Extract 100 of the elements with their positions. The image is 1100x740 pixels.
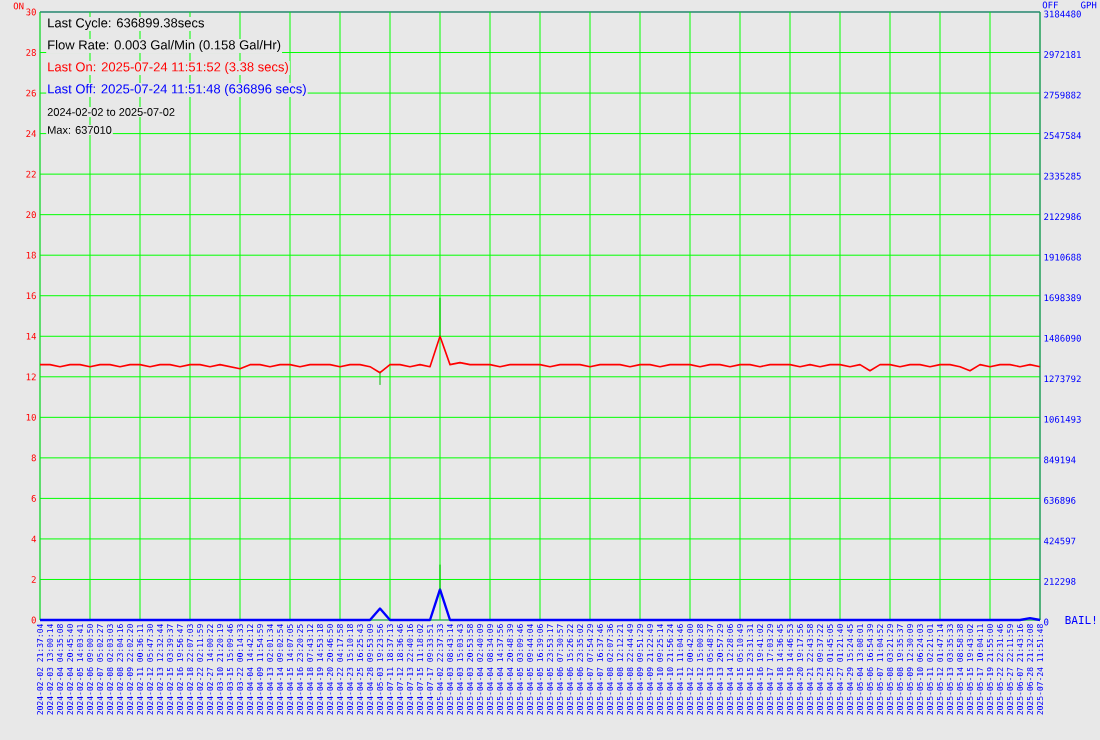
x-tick-label: 2025-05-07 11:04:52: [876, 624, 884, 715]
x-tick-label: 2025-04-17 17:03:29: [766, 624, 774, 715]
x-tick-label: 2025-07-24 11:51:48: [1036, 624, 1044, 715]
x-tick-label: 2025-04-27 01:21:40: [836, 624, 844, 715]
x-tick-label: 2025-04-18 14:36:45: [776, 624, 784, 715]
x-tick-label: 2025-04-13 05:48:37: [706, 624, 714, 715]
y-tick-label: 20: [26, 211, 36, 219]
x-tick-label: 2024-02-12 05:47:30: [146, 624, 154, 715]
y2-tick-label: 1486090: [1044, 334, 1081, 342]
x-tick-label: 2024-02-02 21:37:04: [36, 624, 44, 715]
x-tick-label: 2024-07-11 18:37:13: [386, 624, 394, 715]
x-tick-label: 2025-05-14 08:58:38: [956, 624, 964, 715]
x-tick-label: 2025-05-08 19:35:37: [896, 624, 904, 715]
x-tick-label: 2024-04-25 16:25:43: [356, 624, 364, 715]
y2-tick-label: 1061493: [1044, 415, 1081, 423]
x-tick-label: 2024-02-07 05:02:27: [96, 624, 104, 715]
annotation: 2024-02-02 to 2025-07-02: [47, 108, 175, 116]
y2-tick-label: 3184480: [1044, 10, 1081, 18]
y2-tick-label: 2547584: [1044, 132, 1082, 139]
x-tick-label: 2024-02-08 23:04:16: [116, 624, 124, 715]
x-tick-label: 2024-02-18 22:07:03: [186, 624, 194, 715]
x-tick-label: 2025-05-15 19:43:02: [966, 624, 974, 715]
y2-tick-label: 849194: [1044, 456, 1076, 464]
y-tick-label: 30: [26, 8, 36, 16]
x-tick-label: 2024-04-28 09:53:09: [366, 624, 374, 715]
x-tick-label: 2025-04-29 15:24:45: [846, 624, 854, 715]
y2-tick-label: 1698389: [1044, 294, 1081, 302]
y2-tick-label: 212298: [1044, 578, 1076, 585]
x-tick-label: 2024-02-27 14:00:22: [206, 624, 214, 715]
x-tick-label: 2025-04-11 11:04:46: [676, 624, 684, 715]
x-tick-label: 2025-04-06 23:35:02: [576, 624, 584, 715]
x-tick-label: 2025-05-22 22:31:46: [996, 624, 1004, 715]
x-tick-label: 2025-04-05 03:09:46: [516, 624, 524, 715]
x-tick-label: 2025-04-04 08:34:09: [486, 624, 494, 715]
x-tick-label: 2025-04-03 08:43:14: [446, 624, 454, 715]
y-axis-title: ON: [13, 2, 24, 10]
x-tick-label: 2024-04-09 11:54:59: [256, 624, 264, 715]
x-tick-label: 2024-03-10 21:20:19: [216, 624, 224, 715]
x-tick-label: 2024-04-13 02:01:34: [266, 624, 274, 715]
x-tick-label: 2025-04-16 19:41:02: [756, 624, 764, 715]
x-tick-label: 2025-05-06 16:54:39: [866, 624, 874, 715]
x-tick-label: 2025-04-04 02:40:09: [476, 624, 484, 715]
x-tick-label: 2025-04-05 23:53:17: [546, 624, 554, 715]
x-tick-label: 2024-02-09 22:02:20: [126, 624, 134, 715]
y2-tick-label: 2122986: [1044, 213, 1081, 221]
text: BAIL!: [1065, 615, 1096, 625]
x-tick-label: 2024-04-22 04:17:58: [336, 624, 344, 715]
x-tick-label: 2025-05-09 12:30:09: [906, 624, 914, 715]
y2-tick-label: 2335285: [1044, 172, 1081, 180]
y-tick-label: 28: [26, 49, 36, 56]
y-tick-label: 16: [26, 292, 36, 300]
x-tick-label: 2025-04-03 20:53:58: [466, 624, 474, 715]
x-tick-label: 2024-04-18 07:43:12: [306, 624, 314, 715]
x-tick-label: 2024-03-15 15:09:46: [226, 624, 234, 715]
y2-tick-label: 2972181: [1044, 51, 1081, 58]
y-tick-label: 6: [31, 494, 36, 502]
x-tick-label: 2024-02-22 02:11:59: [196, 624, 204, 715]
x-tick-label: 2025-04-07 16:37:46: [596, 624, 604, 715]
x-tick-label: 2025-04-07 07:54:29: [586, 624, 594, 715]
x-tick-label: 2025-04-04 14:37:56: [496, 624, 504, 715]
x-tick-label: 2025-04-09 21:22:49: [646, 624, 654, 715]
x-tick-label: 2024-02-11 00:36:11: [136, 624, 144, 715]
x-tick-label: 2025-04-09 09:51:29: [636, 624, 644, 715]
y-tick-label: 14: [26, 332, 37, 340]
text: GPH: [1081, 1, 1097, 9]
y-tick-label: 12: [26, 373, 36, 381]
x-tick-label: 2025-04-13 20:57:29: [716, 624, 724, 715]
x-tick-label: 2024-02-15 03:39:37: [166, 624, 174, 715]
annotation: Flow Rate: 0.003 Gal/Min (0.158 Gal/Hr): [48, 39, 281, 53]
x-tick-label: 2025-04-08 22:44:49: [626, 624, 634, 715]
x-tick-label: 2024-02-16 19:56:47: [176, 624, 184, 715]
y2-tick-label: 424597: [1043, 537, 1076, 545]
x-tick-label: 2024-07-13 22:40:16: [406, 624, 414, 715]
x-tick-label: 2025-04-21 22:43:58: [806, 624, 814, 715]
x-tick-label: 2025-05-17 10:04:11: [976, 624, 984, 715]
x-tick-label: 2024-05-03 19:23:56: [376, 624, 384, 715]
x-tick-label: 2025-04-05 09:44:04: [526, 624, 534, 715]
y2-tick-label: 2759882: [1044, 91, 1081, 99]
x-tick-label: 2025-04-15 05:10:49: [736, 624, 744, 715]
x-tick-label: 2025-04-08 02:07:36: [606, 624, 614, 715]
y-tick-label: 22: [26, 170, 36, 178]
y-tick-label: 8: [31, 454, 36, 462]
x-tick-label: 2025-04-19 14:46:53: [786, 624, 794, 715]
x-tick-label: 2024-03-22 00:14:33: [236, 624, 244, 715]
x-tick-label: 2024-02-06 09:00:50: [86, 624, 94, 715]
annotation: Last Cycle: 636899.38secs: [48, 17, 205, 31]
x-tick-label: 2025-04-12 15:00:28: [696, 624, 704, 715]
x-tick-label: 2025-04-10 21:56:24: [666, 624, 674, 715]
x-tick-label: 2024-04-16 23:20:25: [296, 624, 304, 715]
x-tick-label: 2025-04-15 23:31:31: [746, 624, 754, 715]
y-tick-label: 10: [26, 413, 36, 421]
y-tick-label: 24: [26, 130, 37, 137]
x-tick-label: 2025-04-02 22:37:33: [436, 624, 444, 715]
x-tick-label: 2024-02-05 14:03:41: [76, 624, 84, 715]
y2-axis-title: OFF: [1042, 1, 1058, 9]
x-tick-label: 2025-04-06 15:26:22: [566, 624, 574, 715]
annotation: Last On: 2025-07-24 11:51:52 (3.38 secs): [48, 61, 288, 75]
x-tick-label: 2025-04-06 07:30:57: [556, 624, 564, 715]
x-tick-label: 2025-05-19 21:55:00: [986, 624, 994, 715]
x-tick-label: 2024-02-03 13:00:14: [46, 624, 54, 715]
